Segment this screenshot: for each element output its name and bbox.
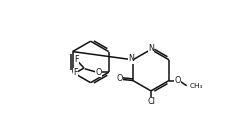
Text: N: N bbox=[128, 54, 134, 63]
Text: N: N bbox=[148, 44, 154, 53]
Text: F: F bbox=[74, 55, 79, 64]
Text: O: O bbox=[95, 68, 102, 77]
Text: Cl: Cl bbox=[147, 97, 155, 106]
Text: F: F bbox=[74, 68, 78, 77]
Text: O: O bbox=[116, 74, 123, 83]
Text: CH₃: CH₃ bbox=[189, 83, 203, 89]
Text: O: O bbox=[174, 76, 180, 85]
